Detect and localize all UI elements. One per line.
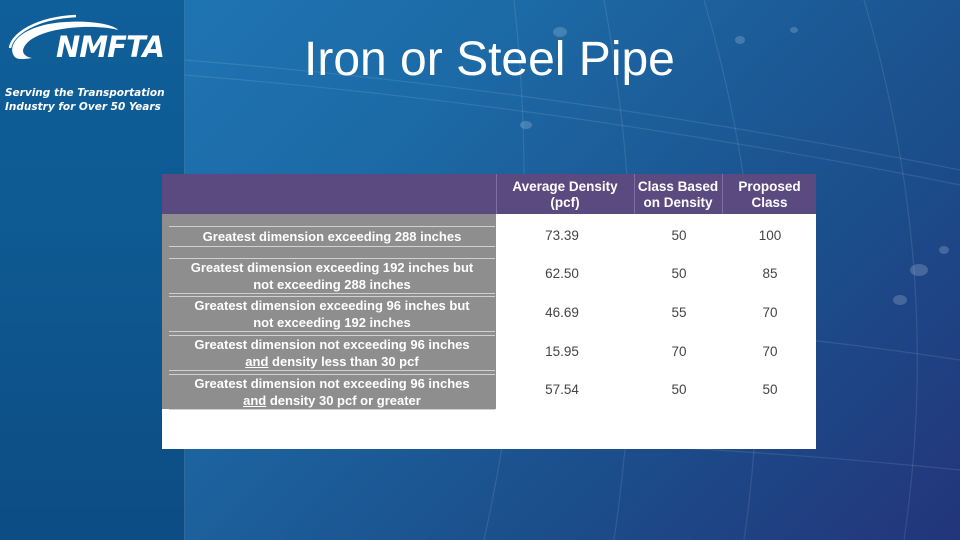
tagline-line-2: Industry for Over 50 Years bbox=[5, 101, 161, 113]
cell-proposed-class: 70 bbox=[762, 305, 778, 320]
classification-table: Average Density (pcf) Class Based on Den… bbox=[162, 174, 816, 449]
cell-average-density: 73.39 bbox=[545, 228, 579, 243]
row-label-underline: and bbox=[243, 393, 267, 408]
header-density-line-1: Average Density bbox=[512, 179, 618, 194]
header-class-based-on-density: Class Based on Density bbox=[635, 178, 721, 212]
header-proposed-line-1: Proposed bbox=[738, 179, 801, 194]
cell-class-based-on-density: 55 bbox=[671, 305, 687, 320]
row-label-line-1: Greatest dimension exceeding 288 inches bbox=[202, 229, 462, 244]
tagline: Serving the Transportation Industry for … bbox=[5, 86, 181, 114]
row-label-underline: and bbox=[245, 354, 269, 369]
tagline-line-1: Serving the Transportation bbox=[5, 87, 165, 99]
header-divider bbox=[634, 174, 635, 214]
cell-class-based-on-density: 50 bbox=[671, 228, 687, 243]
cell-class-based-on-density: 50 bbox=[671, 266, 687, 281]
table-row-label: Greatest dimension exceeding 96 inches b… bbox=[169, 296, 495, 332]
logo-text: NMFTA bbox=[56, 30, 165, 64]
cell-average-density: 62.50 bbox=[545, 266, 579, 281]
slide-title: Iron or Steel Pipe bbox=[304, 33, 675, 86]
cell-class-based-on-density: 50 bbox=[671, 382, 687, 397]
row-label-rest: density 30 pcf or greater bbox=[266, 393, 421, 408]
header-proposed-class: Proposed Class bbox=[723, 178, 816, 212]
swoosh-icon bbox=[8, 14, 119, 60]
header-class-density-line-2: on Density bbox=[643, 195, 713, 210]
row-label-line-2: and density 30 pcf or greater bbox=[194, 392, 469, 409]
row-label-line-1: Greatest dimension not exceeding 96 inch… bbox=[194, 376, 470, 391]
cell-average-density: 46.69 bbox=[545, 305, 579, 320]
cell-proposed-class: 100 bbox=[758, 228, 782, 243]
header-density-line-2: (pcf) bbox=[550, 195, 580, 210]
nmfta-logo: NMFTA bbox=[6, 12, 178, 70]
cell-proposed-class: 85 bbox=[762, 266, 778, 281]
table-row-label: Greatest dimension exceeding 288 inches bbox=[169, 226, 495, 247]
row-label-line-2: not exceeding 192 inches bbox=[253, 315, 411, 330]
cell-proposed-class: 70 bbox=[762, 344, 778, 359]
row-label-line-1: Greatest dimension not exceeding 96 inch… bbox=[194, 337, 470, 352]
header-divider bbox=[496, 174, 497, 214]
row-label-line-1: Greatest dimension exceeding 192 inches … bbox=[190, 260, 474, 275]
cell-proposed-class: 50 bbox=[762, 382, 778, 397]
header-average-density: Average Density (pcf) bbox=[497, 178, 633, 212]
table-row-label: Greatest dimension not exceeding 96 inch… bbox=[169, 374, 495, 410]
row-label-line-1: Greatest dimension exceeding 96 inches b… bbox=[194, 298, 470, 313]
sidebar: NMFTA Serving the Transportation Industr… bbox=[0, 0, 185, 540]
table-header: Average Density (pcf) Class Based on Den… bbox=[162, 174, 816, 214]
header-class-density-line-1: Class Based bbox=[637, 179, 719, 194]
row-label-line-2: and density less than 30 pcf bbox=[194, 353, 469, 370]
cell-average-density: 57.54 bbox=[545, 382, 579, 397]
header-proposed-line-2: Class bbox=[751, 195, 788, 210]
cell-class-based-on-density: 70 bbox=[671, 344, 687, 359]
row-label-rest: density less than 30 pcf bbox=[268, 354, 419, 369]
header-divider bbox=[722, 174, 723, 214]
table-row-label: Greatest dimension not exceeding 96 inch… bbox=[169, 335, 495, 371]
cell-average-density: 15.95 bbox=[545, 344, 579, 359]
table-row-label: Greatest dimension exceeding 192 inches … bbox=[169, 258, 495, 294]
row-label-line-2: not exceeding 288 inches bbox=[253, 277, 411, 292]
